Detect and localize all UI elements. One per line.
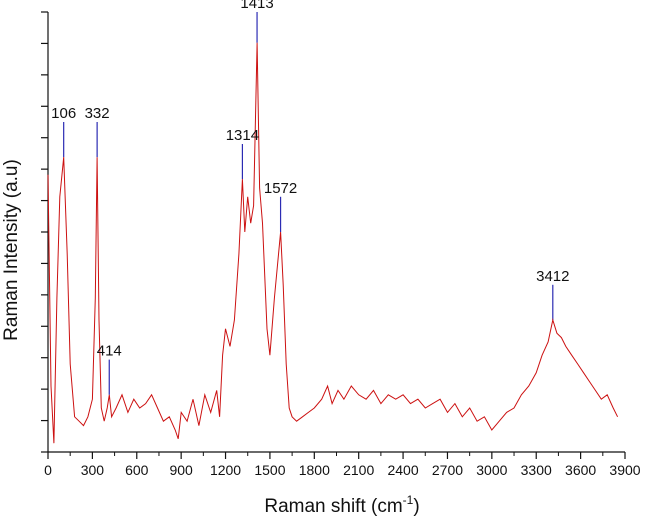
x-tick-label: 3900 [609,462,640,478]
x-tick-label: 1200 [210,462,241,478]
peak-label: 3412 [536,268,569,285]
y-ticks [41,11,48,453]
peak-label: 1314 [226,127,259,144]
x-tick-label: 600 [125,462,149,478]
x-ticks: 0 300 600 900 1200 1500 1800 2100 2400 2700 3000 33… [44,452,641,478]
x-axis-title-main: Raman shift (cm [264,496,402,517]
spectrum-line [47,42,619,444]
x-tick-label: 3300 [521,462,552,478]
chart-axes [47,12,625,453]
x-tick-label: 0 [44,462,52,478]
peak-label: 1413 [240,0,273,12]
x-tick-label: 1800 [299,462,330,478]
x-tick-label: 2700 [432,462,463,478]
peak-label: 332 [85,105,110,122]
peak-label: 106 [51,105,76,122]
peak-markers [63,12,554,395]
x-tick-label: 300 [81,462,105,478]
peak-label: 1572 [264,180,297,197]
x-axis-title-superscript: -1 [403,493,414,507]
peak-labels: 106 332 414 1314 1413 1572 3412 [51,0,569,360]
x-tick-label: 1500 [254,462,285,478]
x-tick-label: 2100 [343,462,374,478]
x-axis-title: Raman shift (cm-1) [264,493,419,517]
y-axis-title: Raman Intensity (a.u) [1,159,22,341]
peak-label: 414 [97,343,122,360]
x-tick-label: 3000 [476,462,507,478]
x-axis-title-suffix: ) [413,496,419,517]
x-tick-label: 3600 [565,462,596,478]
x-tick-label: 900 [169,462,193,478]
x-tick-label: 2400 [387,462,418,478]
